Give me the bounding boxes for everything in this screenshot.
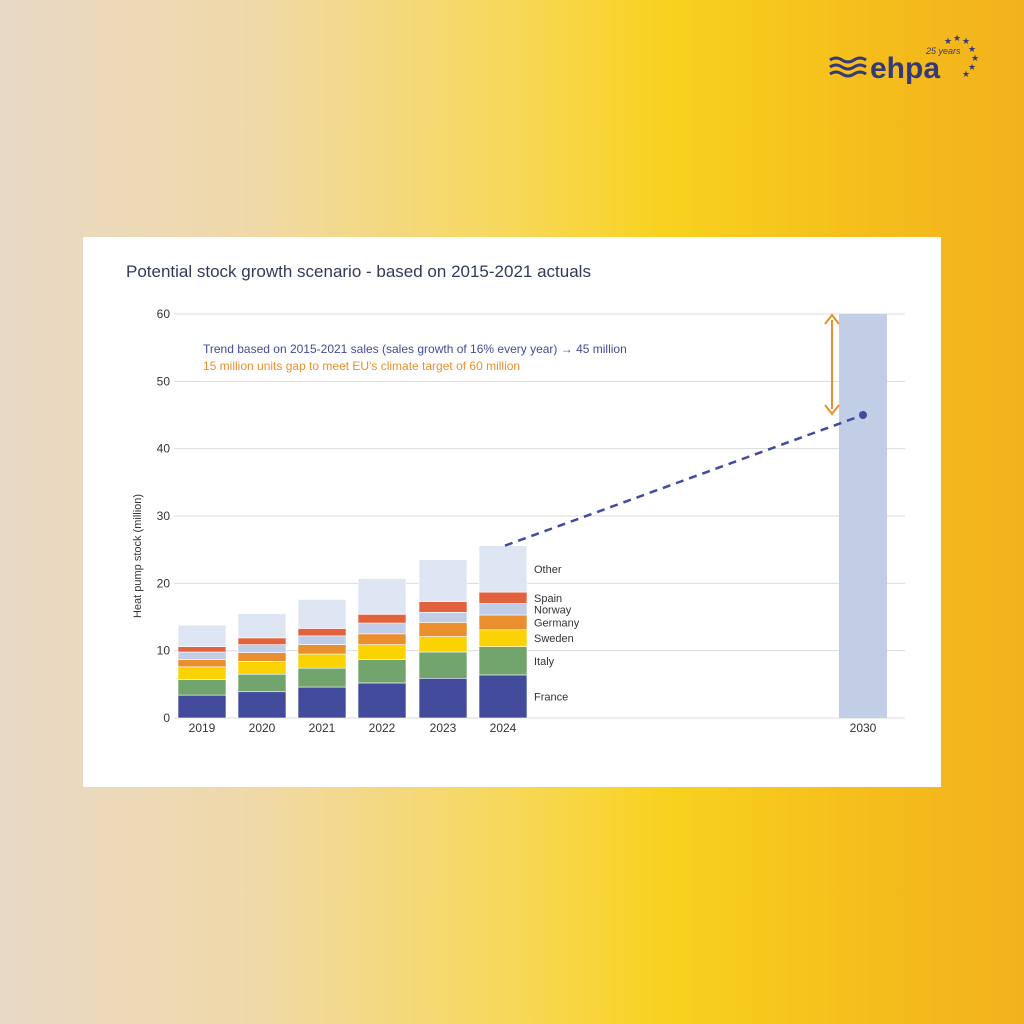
x-tick-label: 2019 (189, 721, 216, 735)
bar-segment-other-2023 (418, 559, 468, 602)
chart-title: Potential stock growth scenario - based … (126, 262, 591, 281)
bar-segment-norway-2022 (357, 622, 407, 635)
bar-segment-norway-2019 (177, 651, 227, 660)
target-bar-2030 (839, 314, 887, 718)
svg-text:★: ★ (962, 36, 970, 46)
series-label: Germany (534, 617, 580, 629)
y-tick-label: 0 (163, 711, 170, 725)
series-label: France (534, 691, 568, 703)
y-axis-label: Heat pump stock (million) (132, 494, 144, 618)
bar-segment-france-2019 (177, 694, 227, 719)
bar-segment-italy-2024 (478, 646, 528, 676)
x-tick-label: 2024 (490, 721, 517, 735)
y-tick-label: 50 (157, 374, 171, 388)
bar-segment-sweden-2022 (357, 644, 407, 660)
series-label: Norway (534, 604, 572, 616)
svg-text:★: ★ (962, 69, 970, 79)
bar-segment-germany-2022 (357, 633, 407, 645)
bar-segment-other-2024 (478, 545, 528, 593)
bar-segment-spain-2024 (478, 591, 528, 604)
bar-segment-sweden-2019 (177, 666, 227, 680)
x-tick-label: 2022 (369, 721, 396, 735)
bar-segment-sweden-2020 (237, 661, 287, 675)
bar-segment-france-2023 (418, 677, 468, 719)
x-tick-label: 2023 (430, 721, 457, 735)
bar-segment-italy-2022 (357, 659, 407, 684)
arrow-down-icon (824, 404, 840, 416)
series-label: Other (534, 564, 562, 576)
y-tick-label: 40 (157, 442, 171, 456)
bar-segment-italy-2020 (237, 673, 287, 693)
trend-endpoint (859, 411, 867, 419)
x-tick-label: 2030 (850, 721, 877, 735)
bar-segment-norway-2021 (297, 635, 347, 645)
svg-text:★: ★ (968, 44, 976, 54)
bar-segment-other-2022 (357, 578, 407, 615)
y-tick-label: 10 (157, 644, 171, 658)
bar-segment-germany-2024 (478, 614, 528, 631)
bar-segment-italy-2023 (418, 651, 468, 679)
svg-text:25 years: 25 years (925, 46, 961, 56)
series-label: Spain (534, 593, 562, 605)
bar-segment-france-2021 (297, 686, 347, 719)
svg-text:★: ★ (968, 62, 976, 72)
annotation-text: Trend based on 2015-2021 sales (sales gr… (203, 342, 627, 356)
bar-segment-norway-2020 (237, 644, 287, 653)
trend-line (504, 413, 864, 547)
bar-segment-other-2019 (177, 624, 227, 647)
bar-segment-sweden-2024 (478, 629, 528, 647)
bar-segment-germany-2021 (297, 644, 347, 655)
bar-segment-germany-2019 (177, 659, 227, 668)
svg-text:★: ★ (953, 33, 961, 43)
bar-segment-other-2021 (297, 599, 347, 629)
bar-segment-spain-2019 (177, 646, 227, 653)
x-tick-label: 2021 (309, 721, 336, 735)
bar-segment-france-2022 (357, 682, 407, 719)
bar-segment-spain-2020 (237, 637, 287, 645)
annotation-text: 15 million units gap to meet EU's climat… (203, 359, 520, 373)
bar-segment-norway-2024 (478, 603, 528, 616)
bar-segment-sweden-2023 (418, 636, 468, 653)
bar-segment-norway-2023 (418, 611, 468, 623)
ehpa-logo: ehpa 25 years ★ ★ ★ ★ ★ ★ ★ (826, 28, 986, 88)
chart-card: Potential stock growth scenario - based … (83, 237, 941, 787)
y-tick-label: 30 (157, 509, 171, 523)
bar-segment-spain-2021 (297, 628, 347, 637)
svg-text:ehpa: ehpa (870, 52, 940, 85)
y-tick-label: 20 (157, 576, 171, 590)
bar-segment-spain-2022 (357, 614, 407, 624)
x-tick-label: 2020 (249, 721, 276, 735)
bar-segment-france-2020 (237, 691, 287, 719)
arrow-up-icon (824, 313, 840, 325)
svg-text:★: ★ (944, 36, 952, 46)
series-label: Italy (534, 656, 555, 668)
bar-segment-italy-2019 (177, 679, 227, 696)
svg-text:★: ★ (971, 53, 979, 63)
y-tick-label: 60 (157, 307, 171, 321)
bar-segment-other-2020 (237, 613, 287, 639)
bar-segment-sweden-2021 (297, 653, 347, 669)
bar-segment-germany-2020 (237, 652, 287, 662)
bar-segment-spain-2023 (418, 601, 468, 613)
bar-segment-france-2024 (478, 674, 528, 719)
bar-segment-italy-2021 (297, 667, 347, 688)
bar-segment-germany-2023 (418, 622, 468, 637)
series-label: Sweden (534, 633, 574, 645)
